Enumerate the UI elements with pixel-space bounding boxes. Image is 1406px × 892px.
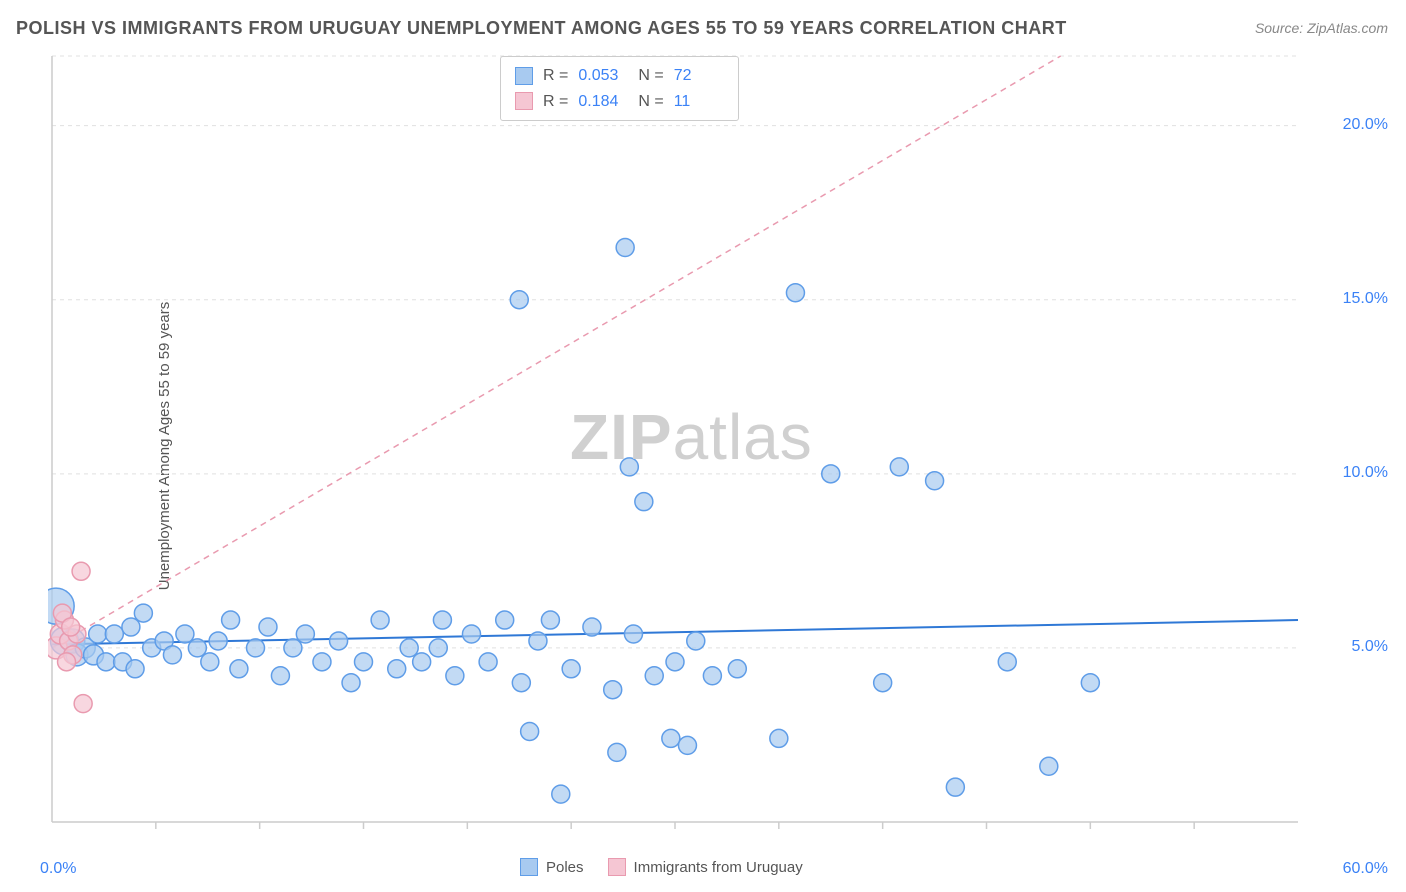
legend-swatch (520, 858, 538, 876)
correlation-legend-row: R = 0.053 N = 72 (515, 63, 724, 89)
source-label: Source: ZipAtlas.com (1255, 20, 1388, 36)
correlation-legend-row: R = 0.184 N = 11 (515, 89, 724, 115)
x-axis-min-label: 0.0% (40, 860, 76, 878)
n-label: N = (638, 89, 663, 115)
r-value: 0.184 (578, 89, 628, 115)
n-label: N = (638, 63, 663, 89)
legend-label: Immigrants from Uruguay (634, 859, 803, 876)
chart-title: POLISH VS IMMIGRANTS FROM URUGUAY UNEMPL… (16, 18, 1067, 39)
y-tick-label: 15.0% (1343, 290, 1388, 308)
plot-svg (48, 52, 1358, 852)
correlation-legend: R = 0.053 N = 72 R = 0.184 N = 11 (500, 56, 739, 121)
series-legend-item: Immigrants from Uruguay (608, 858, 803, 876)
r-label: R = (543, 63, 568, 89)
y-tick-label: 5.0% (1352, 638, 1388, 656)
r-value: 0.053 (578, 63, 628, 89)
chart-root: POLISH VS IMMIGRANTS FROM URUGUAY UNEMPL… (0, 0, 1406, 892)
n-value: 11 (674, 89, 724, 115)
x-axis-max-label: 60.0% (1343, 860, 1388, 878)
legend-swatch (515, 92, 533, 110)
series-legend-item: Poles (520, 858, 584, 876)
legend-swatch (608, 858, 626, 876)
legend-label: Poles (546, 859, 584, 876)
r-label: R = (543, 89, 568, 115)
y-tick-label: 20.0% (1343, 116, 1388, 134)
n-value: 72 (674, 63, 724, 89)
plot-area (48, 52, 1358, 852)
series-legend: Poles Immigrants from Uruguay (520, 858, 803, 876)
legend-swatch (515, 67, 533, 85)
y-tick-label: 10.0% (1343, 464, 1388, 482)
